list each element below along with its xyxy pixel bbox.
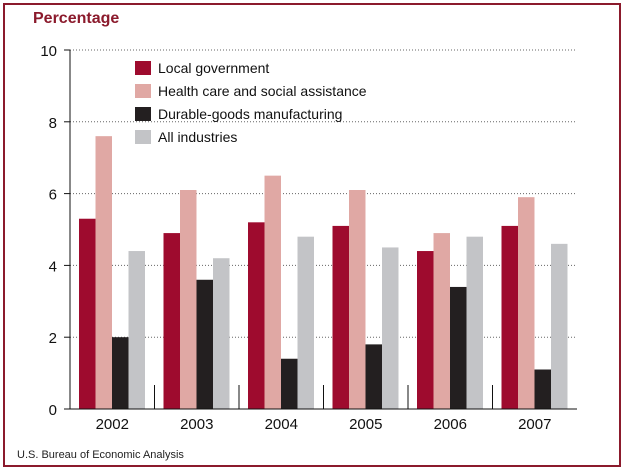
- bars: [79, 136, 568, 409]
- legend-label: Local government: [158, 60, 269, 76]
- y-tick-label: 2: [49, 330, 57, 347]
- axes: [64, 49, 577, 410]
- bar: [281, 358, 298, 409]
- bar: [433, 233, 450, 409]
- bar: [365, 344, 382, 409]
- x-tick-label: 2004: [265, 416, 298, 433]
- legend-swatch: [135, 61, 151, 75]
- bar: [551, 243, 568, 409]
- legend: Local government Health care and social a…: [135, 60, 367, 145]
- x-tick-label: 2005: [349, 416, 382, 433]
- bar: [79, 218, 96, 409]
- bar: [466, 236, 483, 409]
- x-tick-label: 2006: [434, 416, 467, 433]
- y-tick-labels: 0 2 4 6 8 10: [40, 43, 57, 419]
- bar: [297, 236, 314, 409]
- bar: [180, 190, 197, 409]
- legend-label: All industries: [158, 129, 237, 145]
- legend-swatch: [135, 84, 151, 98]
- y-tick-label: 0: [49, 402, 57, 419]
- bar: [248, 222, 265, 409]
- bar: [450, 286, 467, 409]
- bar: [501, 225, 518, 409]
- bar: [534, 369, 551, 409]
- bar: [417, 251, 434, 409]
- x-tick-label: 2002: [96, 416, 129, 433]
- bar: [213, 258, 230, 409]
- bar: [382, 247, 399, 409]
- y-tick-label: 4: [49, 258, 57, 275]
- legend-swatch: [135, 130, 151, 144]
- bar: [332, 225, 349, 409]
- bar: [349, 190, 366, 409]
- y-tick-label: 8: [49, 115, 57, 132]
- bar: [95, 136, 112, 409]
- bar: [196, 279, 213, 409]
- gridlines: [70, 49, 577, 338]
- x-tick-label: 2003: [180, 416, 213, 433]
- x-tick-labels: 2002 2003 2004 2005 2006 2007: [96, 416, 552, 433]
- bar: [264, 175, 281, 409]
- y-tick-label: 10: [40, 43, 57, 60]
- x-tick-label: 2007: [518, 416, 551, 433]
- bar: [163, 233, 180, 409]
- y-tick-label: 6: [49, 187, 57, 204]
- legend-label: Health care and social assistance: [158, 83, 367, 99]
- bar: [518, 197, 535, 409]
- bar: [112, 337, 129, 409]
- source-note: U.S. Bureau of Economic Analysis: [17, 449, 184, 461]
- legend-label: Durable-goods manufacturing: [158, 106, 342, 122]
- bar: [128, 251, 145, 409]
- y-axis-title: Percentage: [33, 10, 120, 27]
- legend-swatch: [135, 107, 151, 121]
